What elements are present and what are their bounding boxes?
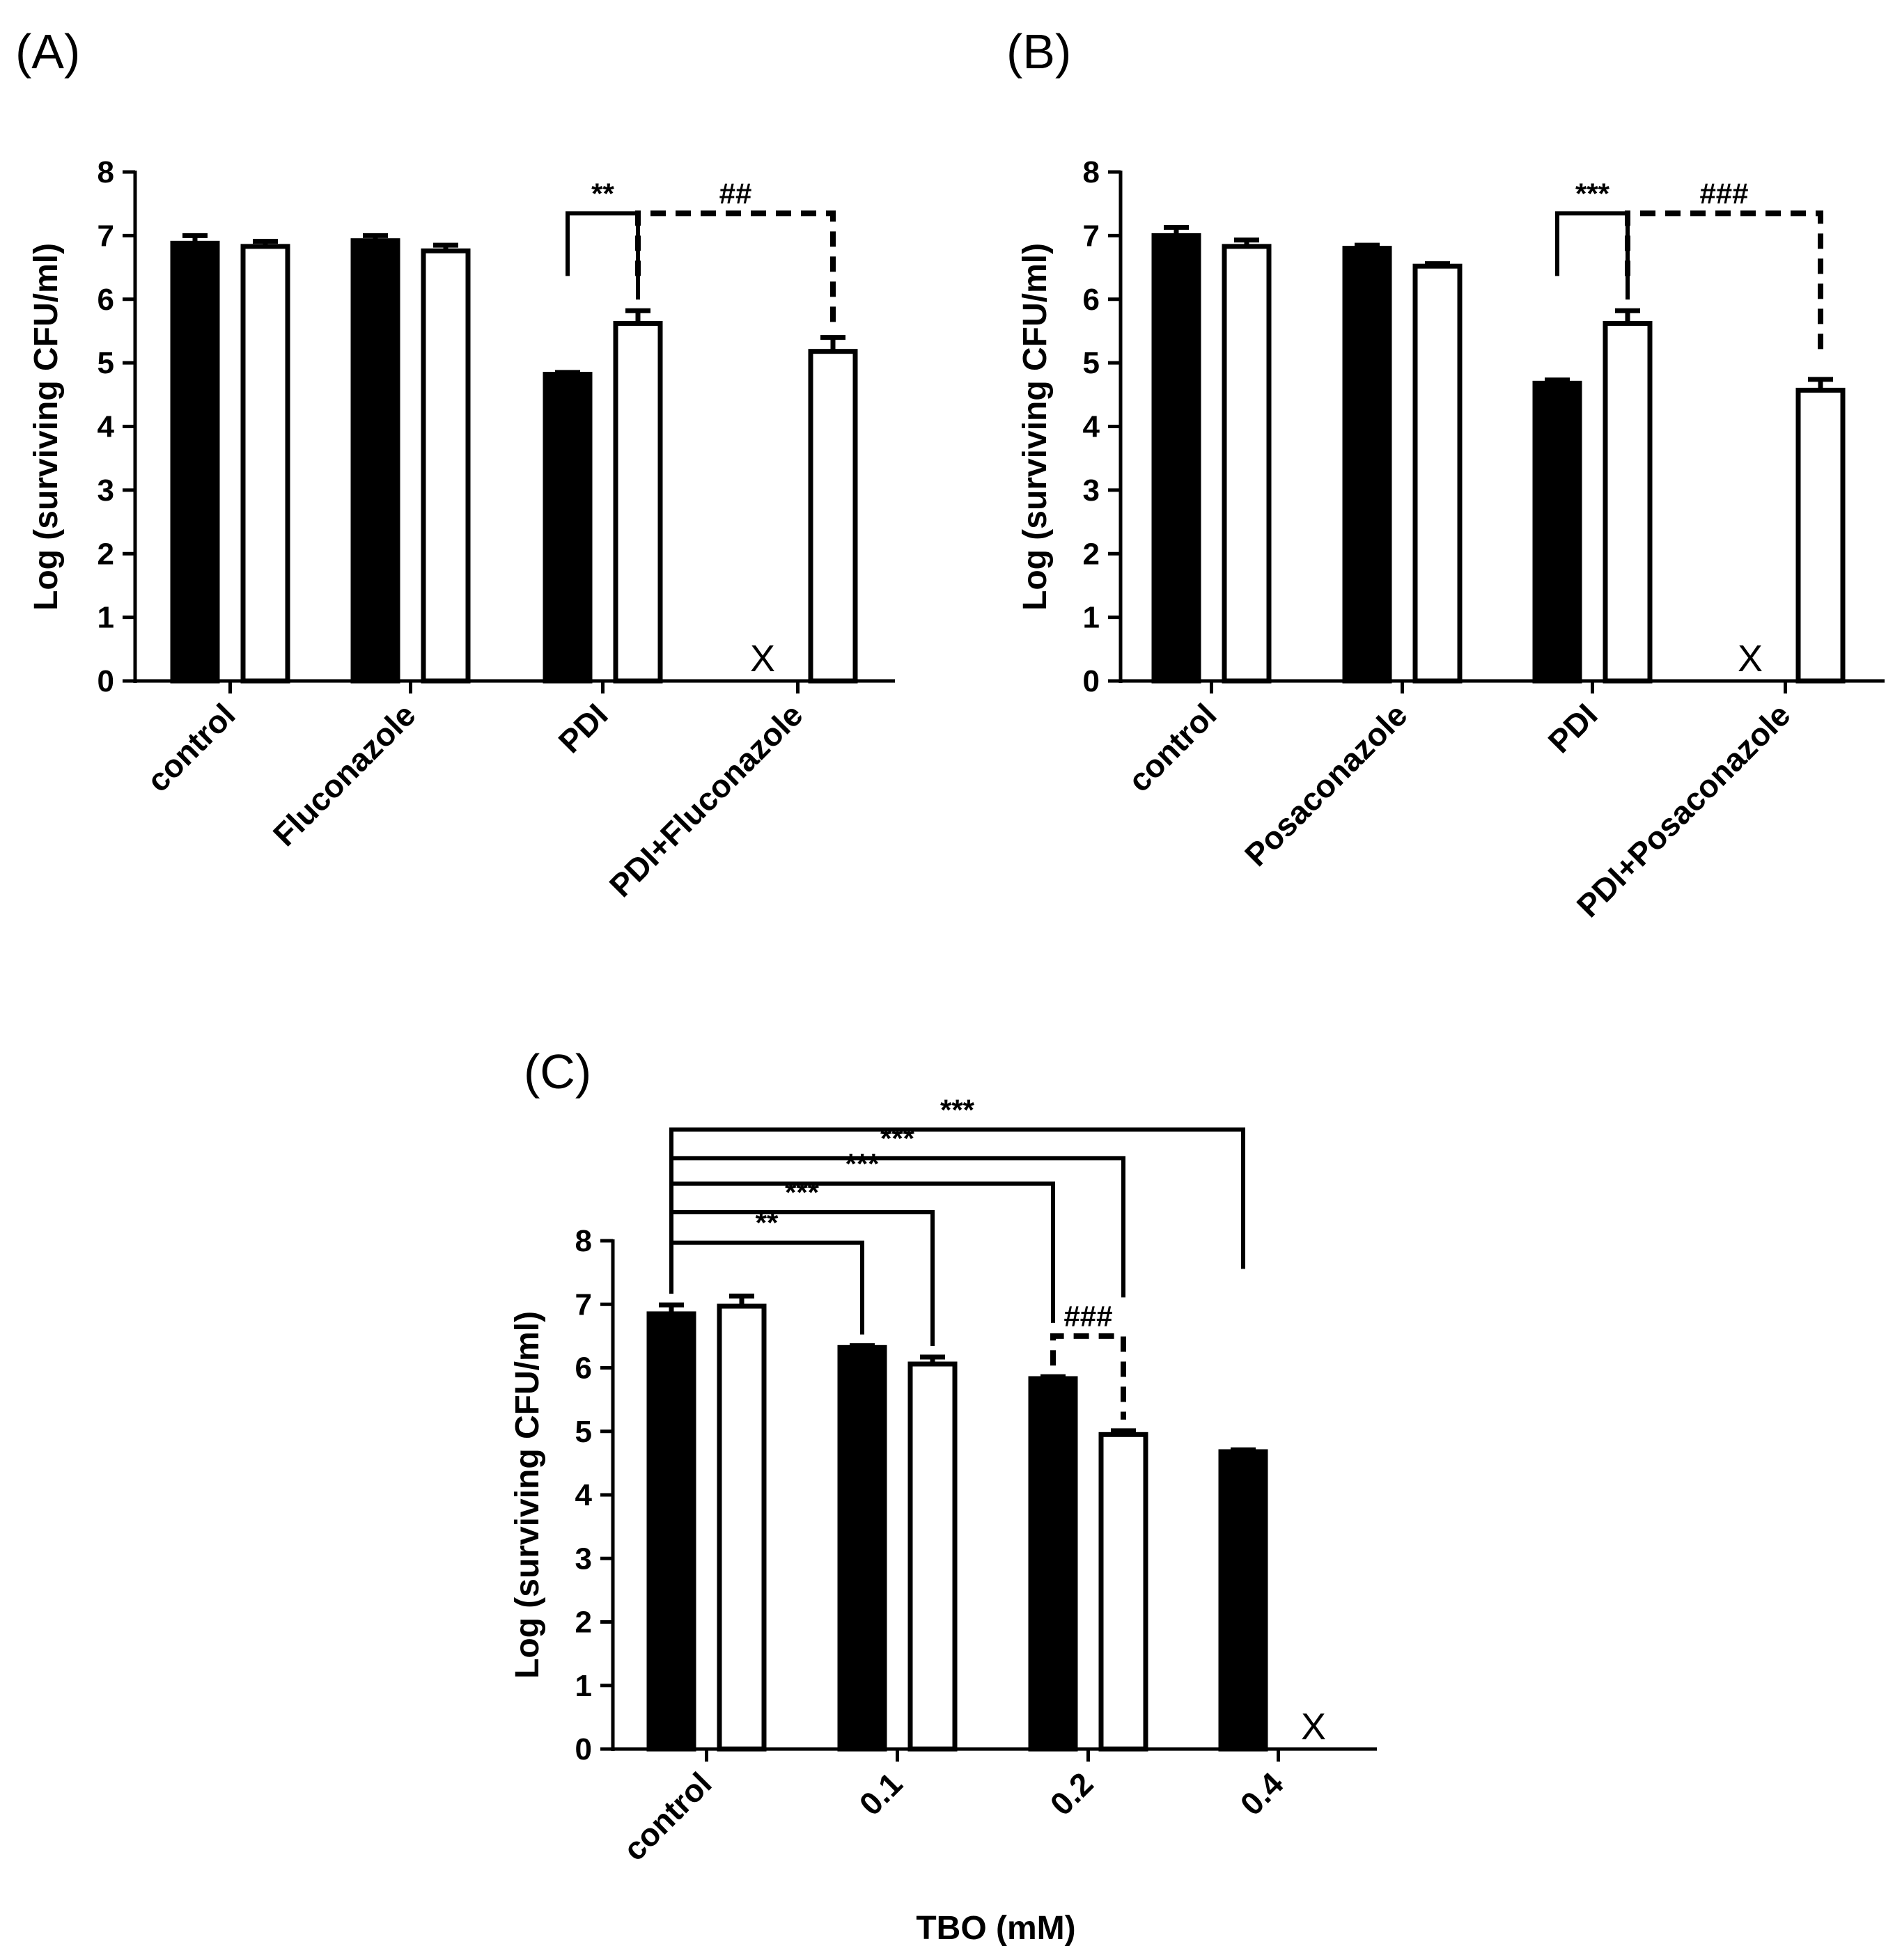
bar-c-0-0 (646, 1311, 696, 1752)
y-tick-label-a-5: 5 (98, 346, 114, 380)
y-tick-label-c-2: 2 (575, 1606, 592, 1640)
bar-b-2-0 (1532, 380, 1582, 684)
bar-a-1-1 (421, 248, 471, 684)
sig-label-c-2: *** (845, 1147, 880, 1180)
y-tick-label-c-4: 4 (575, 1478, 593, 1512)
category-label-a-3: PDI+Fluconazole (602, 696, 810, 904)
category-label-b-1: Posaconazole (1238, 696, 1414, 873)
y-tick-label-a-0: 0 (98, 664, 114, 698)
panel-c-xlabel: TBO (mM) (916, 1910, 1075, 1947)
absent-mark-a-0: X (750, 638, 775, 680)
sig-label-b-0: *** (1575, 177, 1610, 210)
panel-a-letter: (A) (15, 24, 80, 79)
bar-b-2-1 (1603, 320, 1653, 684)
y-tick-label-b-7: 7 (1083, 219, 1100, 253)
category-label-c-2: 0.2 (1043, 1765, 1100, 1822)
panel-b: (B) Log (surviving CFU/ml) X 0 1 2 3 4 5 6 7 8 con… (1006, 24, 1885, 924)
category-label-b-2: PDI (1541, 696, 1605, 760)
sig-label-c-3: *** (880, 1122, 915, 1154)
sig-label-a-0: ** (591, 177, 614, 210)
panel-c: (C) Log (surviving CFU/ml) TBO (mM) X 0 1 2… (509, 1044, 1377, 1947)
bar-a-0-1 (240, 244, 290, 684)
sig-label-b-1: ### (1699, 177, 1748, 210)
category-label-c-1: 0.1 (852, 1765, 910, 1822)
panel-a-ylabel: Log (surviving CFU/ml) (28, 243, 65, 611)
bar-a-2-0 (543, 372, 593, 684)
y-tick-label-c-1: 1 (575, 1669, 592, 1703)
category-label-c-3: 0.4 (1233, 1765, 1291, 1822)
sig-bracket-c-1 (669, 1209, 935, 1346)
y-tick-label-b-8: 8 (1083, 155, 1100, 189)
panel-b-ylabel: Log (surviving CFU/ml) (1017, 243, 1054, 611)
panel-b-letter: (B) (1006, 24, 1071, 79)
category-label-a-1: Fluconazole (266, 696, 423, 853)
y-tick-label-c-0: 0 (575, 1732, 592, 1766)
bar-b-0-0 (1151, 233, 1201, 684)
bar-c-2-1 (1098, 1432, 1148, 1752)
bar-a-2-1 (613, 320, 663, 684)
bar-a-3-1 (808, 349, 858, 684)
bar-b-3-1 (1795, 387, 1846, 684)
panel-c-letter: (C) (524, 1044, 591, 1099)
y-tick-label-c-6: 6 (575, 1351, 592, 1386)
bar-a-1-0 (350, 238, 400, 684)
sig-bracket-c-3 (669, 1156, 1125, 1298)
bar-b-0-1 (1222, 244, 1272, 684)
absent-mark-b-0: X (1738, 638, 1763, 680)
y-tick-label-a-8: 8 (98, 155, 114, 189)
y-tick-label-b-1: 1 (1083, 601, 1100, 635)
sig-label-a-1: ## (719, 177, 752, 210)
category-label-b-3: PDI+Posaconazole (1570, 696, 1798, 924)
y-tick-label-c-7: 7 (575, 1287, 592, 1322)
bar-c-1-1 (907, 1361, 958, 1752)
sig-label-c-5: ### (1063, 1300, 1112, 1333)
sig-label-c-4: *** (940, 1093, 975, 1126)
sig-label-c-1: *** (785, 1176, 820, 1209)
category-label-c-0: control (616, 1765, 719, 1867)
bar-a-0-0 (170, 240, 220, 684)
panel-a: (A) Log (surviving CFU/ml) X 0 1 2 3 4 5 6 7 8 con… (15, 24, 895, 904)
y-tick-label-b-5: 5 (1083, 346, 1100, 380)
y-tick-label-a-2: 2 (98, 537, 114, 571)
y-tick-label-c-3: 3 (575, 1542, 592, 1576)
y-tick-label-c-5: 5 (575, 1415, 592, 1449)
y-tick-label-b-4: 4 (1083, 410, 1100, 444)
bar-c-1-0 (837, 1344, 887, 1752)
bar-b-1-1 (1412, 263, 1463, 684)
bar-c-0-1 (717, 1303, 767, 1752)
category-label-a-0: control (140, 696, 242, 799)
sig-bracket-b-1 (1625, 210, 1823, 353)
category-label-b-0: control (1121, 696, 1224, 799)
y-tick-label-a-6: 6 (98, 283, 114, 317)
category-label-a-2: PDI (552, 696, 615, 760)
y-tick-label-b-3: 3 (1083, 473, 1100, 508)
y-tick-label-b-2: 2 (1083, 537, 1100, 571)
absent-mark-c-0: X (1301, 1706, 1326, 1748)
y-tick-label-c-8: 8 (575, 1224, 592, 1258)
y-tick-label-a-4: 4 (98, 410, 115, 444)
y-tick-label-b-0: 0 (1083, 664, 1100, 698)
sig-bracket-b-0 (1555, 211, 1630, 300)
bar-c-2-0 (1028, 1376, 1078, 1752)
bar-b-1-0 (1342, 246, 1392, 684)
sig-bracket-a-0 (566, 211, 640, 300)
y-tick-label-a-3: 3 (98, 473, 114, 508)
y-tick-label-a-1: 1 (98, 601, 114, 635)
panel-c-ylabel: Log (surviving CFU/ml) (509, 1311, 546, 1679)
sig-bracket-c-0 (669, 1240, 864, 1335)
sig-bracket-c-4 (669, 1127, 1245, 1269)
bar-c-3-0 (1218, 1449, 1268, 1752)
y-tick-label-a-7: 7 (98, 219, 114, 253)
y-tick-label-b-6: 6 (1083, 283, 1100, 317)
sig-bracket-c-5 (1050, 1333, 1126, 1420)
sig-bracket-a-1 (635, 210, 836, 327)
